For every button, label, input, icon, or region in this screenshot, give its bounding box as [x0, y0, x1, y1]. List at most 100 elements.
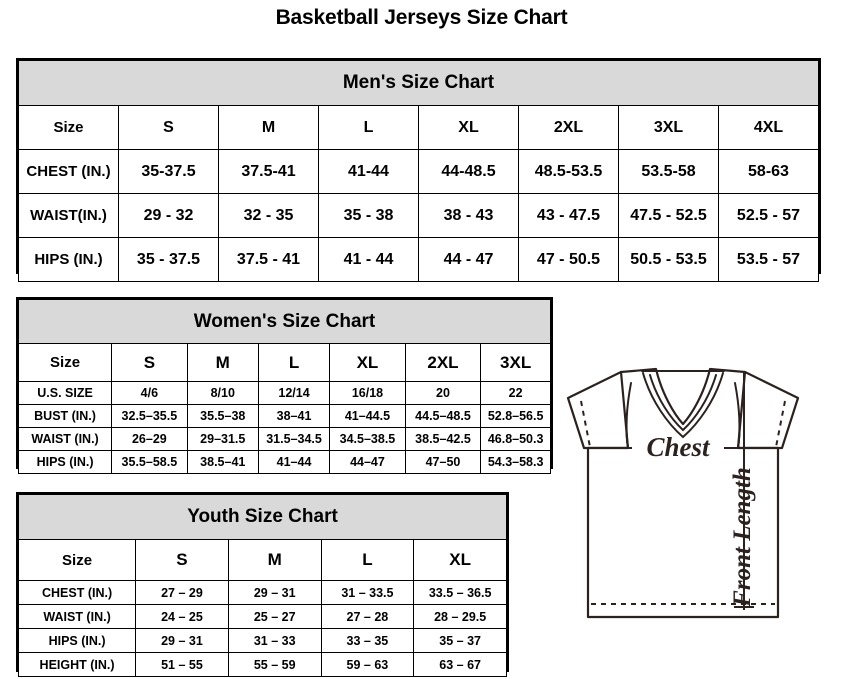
womens-us-size-2xl: 20	[404, 381, 482, 405]
mens-waist-2xl: 43 - 47.5	[518, 193, 619, 238]
youth-row-label-chest: CHEST (IN.)	[17, 580, 137, 605]
womens-bust-2xl: 44.5–48.5	[404, 404, 482, 428]
womens-hips-m: 38.5–41	[186, 450, 259, 474]
mens-col-header-s: S	[118, 105, 219, 150]
mens-hips-l: 41 - 44	[318, 237, 419, 282]
mens-col-header-l: L	[318, 105, 419, 150]
womens-band-row: Women's Size Chart	[18, 299, 551, 344]
womens-us-size-xl: 16/18	[329, 381, 406, 405]
chest-measure-label: Chest	[646, 432, 711, 462]
womens-waist-xl: 34.5–38.5	[329, 427, 406, 451]
mens-chest-4xl: 58-63	[718, 149, 819, 194]
youth-height-l: 59 – 63	[320, 652, 415, 677]
womens-row-label-bust: BUST (IN.)	[17, 404, 113, 428]
womens-hips-3xl: 54.3–58.3	[480, 450, 551, 474]
mens-chest-2xl: 48.5-53.5	[518, 149, 619, 194]
womens-us-size-l: 12/14	[257, 381, 331, 405]
mens-chart-band-title: Men's Size Chart	[18, 60, 819, 106]
mens-hips-s: 35 - 37.5	[118, 237, 219, 282]
mens-hips-3xl: 50.5 - 53.5	[618, 237, 719, 282]
youth-col-header-m: M	[227, 539, 322, 581]
table-row: U.S. SIZE 4/6 8/10 12/14 16/18 20 22	[17, 381, 551, 405]
youth-header-row: Size S M L XL	[17, 539, 507, 581]
womens-bust-m: 35.5–38	[186, 404, 259, 428]
mens-chest-3xl: 53.5-58	[618, 149, 719, 194]
womens-col-header-xl: XL	[329, 343, 406, 382]
right-shoulder-seam	[734, 382, 741, 449]
mens-col-header-4xl: 4XL	[718, 105, 819, 150]
youth-hips-xl: 35 – 37	[413, 628, 507, 653]
table-row: HEIGHT (IN.) 51 – 55 55 – 59 59 – 63 63 …	[17, 652, 507, 677]
mens-chest-s: 35-37.5	[118, 149, 219, 194]
collar-inner-line-1	[649, 374, 717, 432]
youth-chest-xl: 33.5 – 36.5	[413, 580, 507, 605]
mens-size-chart: Men's Size Chart Size S M L XL 2XL 3XL 4…	[16, 58, 821, 282]
table-row: CHEST (IN.) 27 – 29 29 – 31 31 – 33.5 33…	[17, 580, 507, 605]
womens-col-header-m: M	[186, 343, 259, 382]
mens-col-header-3xl: 3XL	[618, 105, 719, 150]
table-row: HIPS (IN.) 35 - 37.5 37.5 - 41 41 - 44 4…	[18, 237, 819, 282]
youth-col-header-xl: XL	[413, 539, 507, 581]
mens-band-row: Men's Size Chart	[18, 60, 819, 106]
womens-hips-xl: 44–47	[329, 450, 406, 474]
womens-waist-m: 29–31.5	[186, 427, 259, 451]
youth-hips-s: 29 – 31	[135, 628, 229, 653]
youth-col-header-l: L	[320, 539, 415, 581]
womens-hips-s: 35.5–58.5	[111, 450, 188, 474]
mens-waist-3xl: 47.5 - 52.5	[618, 193, 719, 238]
womens-us-size-3xl: 22	[480, 381, 551, 405]
youth-height-m: 55 – 59	[227, 652, 322, 677]
youth-chart-band-title: Youth Size Chart	[18, 494, 507, 540]
mens-waist-4xl: 52.5 - 57	[718, 193, 819, 238]
mens-col-header-m: M	[218, 105, 319, 150]
womens-col-header-s: S	[111, 343, 188, 382]
mens-hips-m: 37.5 - 41	[218, 237, 319, 282]
mens-chest-xl: 44-48.5	[418, 149, 519, 194]
left-sleeve-cuff-stitch	[580, 400, 591, 448]
womens-size-chart: Women's Size Chart Size S M L XL 2XL 3XL…	[16, 297, 553, 474]
youth-chest-s: 27 – 29	[135, 580, 229, 605]
jersey-svg: Chest Front Length	[566, 367, 800, 619]
youth-hips-l: 33 – 35	[320, 628, 415, 653]
mens-waist-s: 29 - 32	[118, 193, 219, 238]
mens-hips-4xl: 53.5 - 57	[718, 237, 819, 282]
youth-hips-m: 31 – 33	[227, 628, 322, 653]
youth-height-xl: 63 – 67	[413, 652, 507, 677]
table-row: HIPS (IN.) 29 – 31 31 – 33 33 – 35 35 – …	[17, 628, 507, 653]
mens-chest-m: 37.5-41	[218, 149, 319, 194]
womens-waist-s: 26–29	[111, 427, 188, 451]
mens-row-label-waist: WAIST(IN.)	[18, 193, 119, 238]
womens-us-size-s: 4/6	[111, 381, 188, 405]
youth-waist-s: 24 – 25	[135, 604, 229, 629]
table-row: WAIST (IN.) 26–29 29–31.5 31.5–34.5 34.5…	[17, 427, 551, 451]
mens-row-label-hips: HIPS (IN.)	[18, 237, 119, 282]
table-row: WAIST(IN.) 29 - 32 32 - 35 35 - 38 38 - …	[18, 193, 819, 238]
collar-inner-line-2	[642, 372, 724, 439]
jersey-body-shape	[586, 367, 780, 619]
womens-bust-3xl: 52.8–56.5	[480, 404, 551, 428]
womens-row-label-hips: HIPS (IN.)	[17, 450, 113, 474]
table-row: WAIST (IN.) 24 – 25 25 – 27 27 – 28 28 –…	[17, 604, 507, 629]
mens-col-header-xl: XL	[418, 105, 519, 150]
mens-chest-l: 41-44	[318, 149, 419, 194]
table-row: BUST (IN.) 32.5–35.5 35.5–38 38–41 41–44…	[17, 404, 551, 428]
mens-waist-l: 35 - 38	[318, 193, 419, 238]
table-row: HIPS (IN.) 35.5–58.5 38.5–41 41–44 44–47…	[17, 450, 551, 474]
womens-chart-band-title: Women's Size Chart	[18, 299, 551, 344]
womens-col-header-3xl: 3XL	[480, 343, 551, 382]
womens-col-header-l: L	[257, 343, 331, 382]
womens-bust-xl: 41–44.5	[329, 404, 406, 428]
youth-height-s: 51 – 55	[135, 652, 229, 677]
womens-row-label-waist: WAIST (IN.)	[17, 427, 113, 451]
mens-row-label-chest: CHEST (IN.)	[18, 149, 119, 194]
womens-row-label-us-size: U.S. SIZE	[17, 381, 113, 405]
womens-us-size-m: 8/10	[186, 381, 259, 405]
youth-row-label-waist: WAIST (IN.)	[17, 604, 137, 629]
youth-waist-xl: 28 – 29.5	[413, 604, 507, 629]
womens-hips-2xl: 47–50	[404, 450, 482, 474]
youth-col-header-s: S	[135, 539, 229, 581]
mens-col-header-size: Size	[18, 105, 119, 150]
front-length-measure-label: Front Length	[729, 467, 756, 608]
youth-col-header-size: Size	[17, 539, 137, 581]
youth-waist-l: 27 – 28	[320, 604, 415, 629]
